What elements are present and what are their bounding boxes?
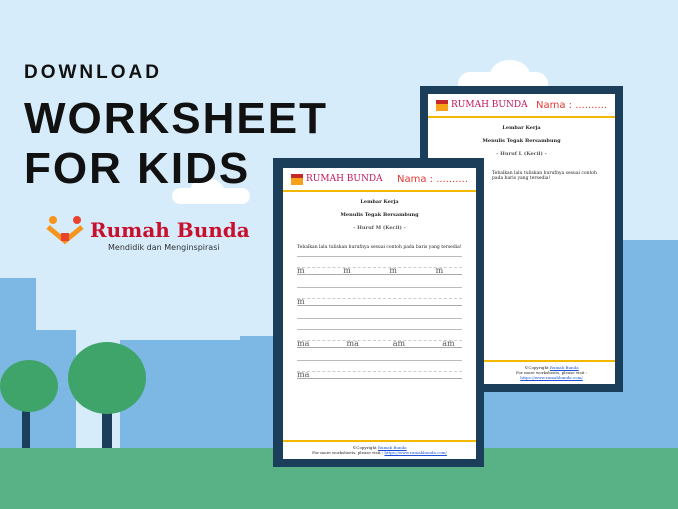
copyright-link[interactable]: Rumah Bunda <box>377 445 407 450</box>
sheet-brand: RUMAH BUNDA <box>306 174 383 184</box>
sheet-instruction: Tebalkan lalu tuliskan hurufnya sesuai c… <box>297 245 462 250</box>
copyright-link[interactable]: Rumah Bunda <box>549 365 579 370</box>
sheet-instruction: Tebalkan lalu tuliskan hurufnya sesuai c… <box>492 171 597 181</box>
house-icon <box>436 99 448 111</box>
sheet-letter: - Huruf L (Kecil) - <box>496 151 547 157</box>
sheet-subtitle: Menulis Tegak Bersambung <box>482 138 561 144</box>
cloud <box>190 178 224 204</box>
worksheet-front: RUMAH BUNDA Nama : .......... Lembar Kerj… <box>283 168 476 459</box>
sheet-title: Lembar Kerja <box>360 199 399 205</box>
brand-tagline: Mendidik dan Menginspirasi <box>108 243 220 252</box>
headline-for-kids: FOR KIDS <box>24 144 251 193</box>
brand-logo: Rumah Bunda Mendidik dan Menginspirasi <box>46 215 250 252</box>
name-field-label: Nama : .......... <box>536 99 607 111</box>
sheet-footer: ©Copyright Rumah Bunda For more worksheet… <box>283 440 476 455</box>
headline-main: WORKSHEET FOR KIDS <box>24 94 328 194</box>
headline-worksheet: WORKSHEET <box>24 94 328 143</box>
practice-row: ma <box>297 370 462 379</box>
tree <box>0 360 60 450</box>
practice-row: ma ma am am <box>297 339 462 348</box>
tree <box>68 342 148 450</box>
building <box>480 390 610 448</box>
people-house-icon <box>46 216 84 245</box>
sheet-footer: ©Copyright Rumah Bunda For more worksheet… <box>428 360 615 380</box>
sheet-brand: RUMAH BUNDA <box>451 100 528 110</box>
practice-row: m <box>297 297 462 306</box>
sheet-subtitle: Menulis Tegak Bersambung <box>340 212 419 218</box>
house-icon <box>291 173 303 185</box>
name-field-label: Nama : .......... <box>397 173 468 185</box>
website-link[interactable]: https://www.rumahbunda.com/ <box>384 450 447 455</box>
sheet-title: Lembar Kerja <box>502 125 541 131</box>
sheet-letter: - Huruf M (Kecil) - <box>353 225 406 231</box>
headline-download: DOWNLOAD <box>24 62 162 83</box>
brand-name: Rumah Bunda <box>90 218 250 242</box>
website-link[interactable]: https://www.rumahbunda.com/ <box>520 375 583 380</box>
cloud <box>490 60 530 90</box>
